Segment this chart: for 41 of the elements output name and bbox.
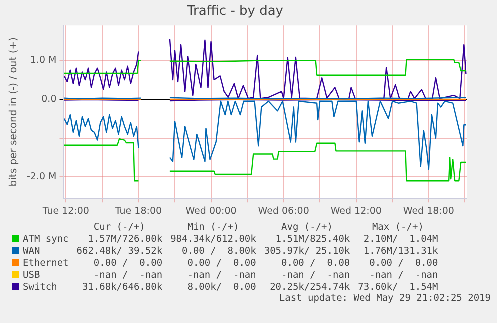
legend-label: ATM sync bbox=[22, 234, 70, 246]
x-tick-label: Wed 18:00 bbox=[403, 206, 454, 217]
x-tick-label: Wed 12:00 bbox=[330, 206, 382, 217]
text: 0.00 / 0.00 bbox=[368, 258, 440, 270]
text: 1.76M/131.31k bbox=[362, 246, 440, 258]
legend-label: Ethernet bbox=[22, 258, 70, 270]
text: 0.00 / 0.00 bbox=[92, 258, 164, 270]
text: Avg (-/+) bbox=[280, 222, 334, 234]
chart-title: Traffic - by day bbox=[186, 4, 284, 20]
text: 662.48k/ 39.52k bbox=[76, 246, 164, 258]
text: 2.10M/ 1.04M bbox=[362, 234, 440, 246]
text: 305.97k/ 25.10k bbox=[263, 246, 352, 258]
text: 73.60k/ 1.54M bbox=[357, 282, 440, 294]
y-tick-label: 0.0 bbox=[42, 94, 57, 105]
text: 1.57M/726.00k bbox=[87, 234, 164, 246]
text: -nan / -nan bbox=[92, 270, 164, 282]
text: 0.00 / 0.00 bbox=[186, 258, 258, 270]
text: -nan / -nan bbox=[280, 270, 352, 282]
text: 20.25k/254.74k bbox=[269, 282, 352, 294]
text: -nan / -nan bbox=[186, 270, 258, 282]
text: Max (-/+) bbox=[371, 222, 425, 234]
text: 8.00k/ 0.00 bbox=[186, 282, 258, 294]
text: Cur (-/+) bbox=[92, 222, 146, 234]
y-axis-title: bits per second in (-) / out (+) bbox=[8, 37, 20, 187]
legend-label: WAN bbox=[22, 246, 42, 258]
x-tick-label: Wed 06:00 bbox=[258, 206, 310, 217]
text: 0.00 / 8.00k bbox=[181, 246, 258, 258]
legend-label: Switch bbox=[22, 282, 58, 294]
text: -nan / -nan bbox=[368, 270, 440, 282]
text: Last update: Wed May 29 21:02:25 2019 bbox=[279, 293, 491, 304]
text: 984.34k/612.00k bbox=[170, 234, 258, 246]
x-tick-label: Tue 18:00 bbox=[114, 206, 162, 217]
legend-label: USB bbox=[22, 270, 42, 282]
x-tick-label: Wed 00:00 bbox=[186, 206, 237, 217]
x-tick-label: Tue 12:00 bbox=[42, 206, 90, 217]
text: Min (-/+) bbox=[186, 222, 240, 234]
y-tick-label: 1.0 M bbox=[30, 55, 57, 66]
text: 31.68k/646.80k bbox=[81, 282, 164, 294]
text: 1.51M/825.40k bbox=[274, 234, 352, 246]
text: 0.00 / 0.00 bbox=[280, 258, 352, 270]
y-tick-label: -2.0 M bbox=[26, 172, 57, 183]
